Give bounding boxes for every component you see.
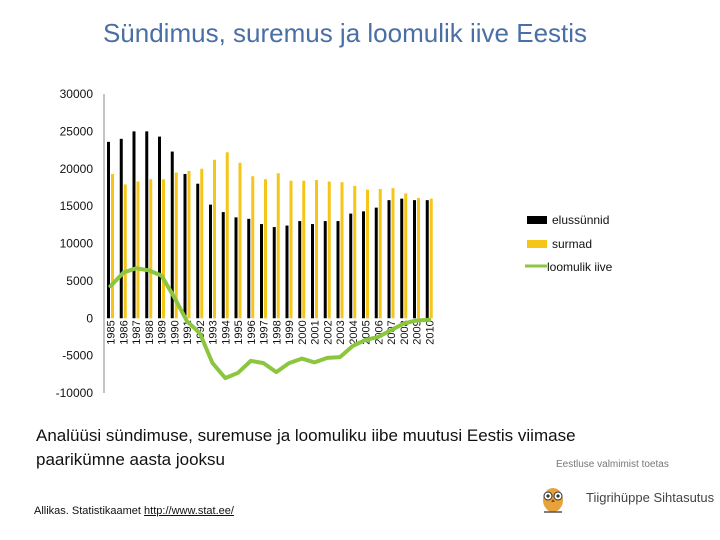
bar-surmad — [353, 185, 357, 319]
bar-elussunnid — [425, 200, 429, 319]
x-tick-label: 1996 — [246, 320, 258, 344]
x-tick-label: 2010 — [424, 320, 436, 344]
bar-elussunnid — [196, 183, 200, 319]
logo-text: Tiigrihüppe Sihtasutus — [586, 490, 715, 505]
x-tick-label: 2004 — [348, 320, 360, 344]
x-tick-label: 1987 — [131, 320, 143, 344]
x-tick-label: 1993 — [208, 320, 220, 344]
bar-elussunnid — [298, 221, 302, 319]
support-text: Eestluse valmimist toetas — [556, 459, 669, 470]
bar-surmad — [315, 179, 318, 319]
legend-label-surmad: surmad — [552, 237, 592, 251]
bar-elussunnid — [209, 204, 212, 319]
x-tick-label: 1989 — [157, 320, 169, 344]
y-tick-label: 0 — [86, 311, 93, 325]
bar-elussunnid — [132, 131, 136, 319]
x-tick-label: 2000 — [297, 320, 309, 344]
bar-surmad — [429, 198, 433, 319]
bar-surmad — [276, 173, 280, 319]
bar-elussunnid — [362, 211, 365, 319]
page-title: Sündimus, suremus ja loomulik iive Eesti… — [102, 18, 588, 48]
bar-elussunnid — [170, 151, 174, 319]
legend-swatch-elussunnid — [527, 216, 547, 224]
bar-surmad — [340, 182, 344, 319]
bar-elussunnid — [107, 141, 110, 319]
x-tick-label: 1986 — [118, 320, 130, 344]
y-tick-label: -5000 — [62, 349, 93, 363]
source-link[interactable]: http://www.stat.ee/ — [144, 505, 234, 517]
bar-elussunnid — [234, 217, 238, 319]
bar-elussunnid — [285, 225, 289, 319]
bar-elussunnid — [119, 138, 123, 319]
x-tick-label: 1990 — [169, 320, 181, 344]
bar-elussunnid — [221, 212, 225, 319]
bar-surmad — [225, 152, 229, 319]
x-tick-label: 1985 — [106, 320, 118, 344]
bar-elussunnid — [413, 200, 416, 319]
bar-surmad — [366, 189, 369, 319]
owl-logo-icon — [543, 488, 563, 513]
bar-surmad — [302, 180, 306, 319]
bar-surmad — [149, 179, 153, 319]
legend-swatch-surmad — [527, 240, 547, 248]
x-tick-label: 1999 — [284, 320, 296, 344]
bar-surmad — [174, 172, 178, 319]
bar-surmad — [123, 184, 127, 319]
bar-elussunnid — [336, 221, 340, 319]
x-tick-label: 2002 — [322, 320, 334, 344]
bar-surmad — [251, 176, 255, 319]
bar-surmad — [162, 179, 165, 319]
bar-surmad — [187, 170, 191, 319]
bar-elussunnid — [311, 224, 314, 319]
bar-elussunnid — [323, 221, 327, 319]
bar-elussunnid — [374, 207, 378, 319]
y-tick-label: -10000 — [56, 386, 94, 400]
x-tick-label: 2009 — [412, 320, 424, 344]
x-tick-label: 2003 — [335, 320, 347, 344]
y-tick-label: 10000 — [60, 237, 94, 251]
bar-surmad — [327, 181, 331, 319]
bar-surmad — [200, 168, 204, 319]
bar-elussunnid — [400, 198, 404, 319]
y-tick-label: 25000 — [60, 124, 94, 138]
bar-surmad — [213, 159, 216, 319]
x-tick-label: 1995 — [233, 320, 245, 344]
bar-surmad — [378, 188, 382, 319]
bar-surmad — [417, 197, 420, 319]
x-tick-label: 1998 — [271, 320, 283, 344]
bar-surmad — [111, 173, 114, 319]
bar-elussunnid — [387, 200, 391, 319]
source-line: Allikas. Statistikaamet http://www.stat.… — [34, 505, 234, 517]
x-tick-label: 1997 — [259, 320, 271, 344]
bar-elussunnid — [349, 213, 353, 319]
legend-label-loomulik-iive: loomulik iive — [547, 260, 613, 274]
bar-surmad — [391, 188, 395, 319]
x-tick-label: 2001 — [310, 320, 322, 344]
y-tick-label: 30000 — [60, 87, 94, 101]
bar-surmad — [404, 193, 408, 319]
y-axis-labels: 30000 25000 20000 15000 10000 5000 0 -5000 -1000… — [56, 87, 94, 400]
y-tick-label: 15000 — [60, 199, 94, 213]
bar-surmad — [264, 179, 267, 319]
x-tick-label: 1988 — [144, 320, 156, 344]
bar-elussunnid — [260, 224, 263, 319]
y-tick-label: 20000 — [60, 162, 94, 176]
bar-surmad — [289, 180, 293, 319]
bar-elussunnid — [272, 227, 276, 319]
bar-elussunnid — [158, 136, 161, 319]
bar-elussunnid — [183, 173, 187, 319]
bar-surmad — [238, 162, 242, 319]
source-label: Allikas. Statistikaamet — [34, 505, 145, 517]
bar-elussunnid — [247, 218, 251, 319]
bars — [107, 131, 433, 319]
bar-surmad — [136, 181, 140, 319]
y-tick-label: 5000 — [66, 274, 93, 288]
series-line-loomulik-iive — [108, 266, 432, 381]
legend: elussünnid surmad loomulik iive — [525, 213, 613, 274]
x-tick-label: 1994 — [220, 320, 232, 344]
legend-label-elussunnid: elussünnid — [552, 213, 609, 227]
caption: Analüüsi sündimuse, suremuse ja loomulik… — [36, 426, 576, 469]
bar-elussunnid — [145, 131, 149, 319]
